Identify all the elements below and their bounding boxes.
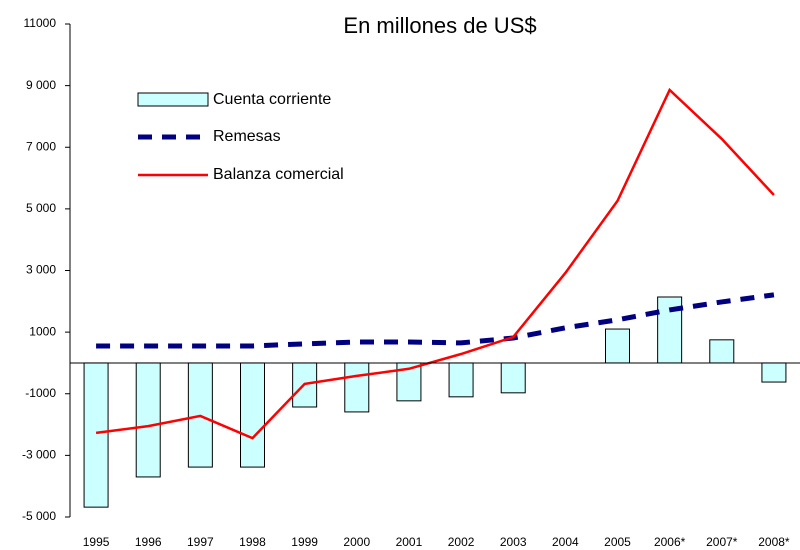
bar — [135, 362, 161, 478]
y-tick-label: 11000 — [24, 16, 57, 30]
y-tick-label: 5 000 — [26, 201, 56, 215]
bar — [344, 362, 370, 413]
line — [96, 292, 775, 349]
y-tick-label: -5 000 — [22, 509, 56, 523]
bar — [761, 362, 787, 383]
x-tick-label: 1996 — [135, 535, 162, 549]
x-tick-label: 2004 — [552, 535, 579, 549]
legend-label: Remesas — [213, 128, 281, 145]
bar — [709, 339, 735, 364]
chart-title: En millones de US$ — [343, 13, 536, 38]
bar — [500, 362, 526, 394]
bar — [605, 328, 630, 364]
x-tick-label: 2008* — [758, 535, 790, 549]
y-tick-label: 1000 — [29, 324, 56, 338]
legend-swatch — [137, 92, 209, 107]
x-tick-label: 2007* — [706, 535, 738, 549]
x-tick-label: 2005 — [604, 535, 631, 549]
x-tick-label: 1999 — [291, 535, 318, 549]
bar — [240, 362, 265, 468]
x-tick-label: 2001 — [396, 535, 423, 549]
y-tick-label: 9 000 — [26, 78, 56, 92]
bar — [448, 362, 474, 398]
y-tick-label: 7 000 — [26, 139, 56, 153]
x-tick-label: 1998 — [239, 535, 266, 549]
x-tick-label: 2006* — [654, 535, 686, 549]
y-tick-label: -1000 — [25, 386, 56, 400]
x-tick-label: 2000 — [343, 535, 370, 549]
bar — [83, 362, 109, 508]
y-tick-label: -3 000 — [22, 448, 56, 462]
line — [95, 87, 775, 440]
x-tick-label: 1995 — [83, 535, 110, 549]
x-tick-label: 1997 — [187, 535, 214, 549]
y-tick-label: 3 000 — [26, 263, 56, 277]
x-tick-label: 2003 — [500, 535, 527, 549]
legend-label: Cuenta corriente — [213, 91, 331, 108]
x-tick-label: 2002 — [448, 535, 475, 549]
legend-label: Balanza comercial — [213, 166, 344, 183]
